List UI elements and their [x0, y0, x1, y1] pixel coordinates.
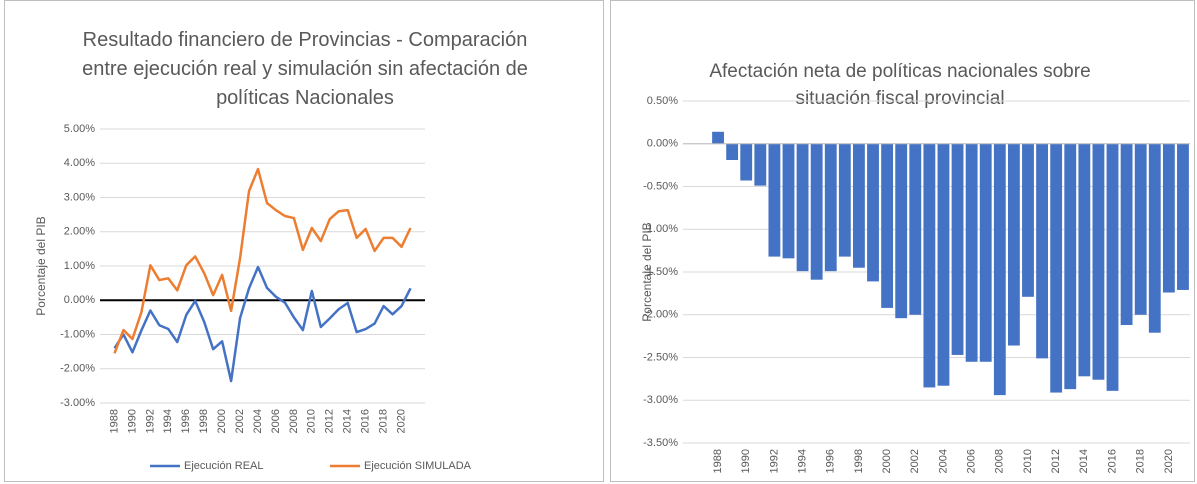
x-tick-label: 2012: [324, 409, 336, 433]
bar: [1092, 143, 1105, 380]
chart-title: Resultado financiero de Provincias - Com…: [82, 29, 528, 109]
bar: [853, 143, 865, 268]
bar: [1007, 143, 1020, 346]
y-tick-label: -1.00%: [60, 328, 95, 340]
x-tick-label: 2020: [1163, 449, 1175, 473]
x-tick-label: 2002: [909, 449, 921, 473]
bar: [1078, 143, 1091, 377]
y-tick-label: -3.00%: [643, 394, 678, 406]
x-tick-label: 2002: [234, 409, 246, 433]
x-tick-label: 2004: [252, 409, 264, 433]
bar: [796, 143, 809, 272]
y-tick-label: -2.00%: [643, 309, 678, 321]
bar: [951, 143, 964, 355]
x-tick-label: 1988: [712, 449, 724, 473]
x-tick-label: 2018: [378, 409, 390, 433]
x-tick-label: 2016: [360, 409, 372, 433]
x-tick-label: 2006: [270, 409, 282, 433]
x-tick-label: 1990: [126, 409, 138, 433]
x-tick-label: 2008: [994, 449, 1006, 473]
bar: [1064, 143, 1077, 390]
bar: [965, 143, 978, 362]
x-tick-label: 1992: [144, 409, 156, 433]
x-tick-label: 2000: [216, 409, 228, 433]
bar: [867, 143, 879, 282]
x-tick-label: 1992: [768, 449, 780, 473]
bar: [810, 143, 823, 280]
bar: [923, 143, 936, 388]
left-panel: [4, 0, 604, 482]
x-tick-label: 1998: [198, 409, 210, 433]
y-tick-label: -1.50%: [643, 266, 678, 278]
bar: [712, 131, 724, 144]
x-tick-label: 2016: [1106, 449, 1118, 473]
bar: [1177, 143, 1189, 290]
bar: [909, 143, 922, 315]
x-tick-label: 2008: [288, 409, 300, 433]
x-tick-label: 1994: [796, 449, 808, 473]
bar: [937, 143, 950, 386]
bar: [740, 143, 753, 181]
y-tick-label: 0.00%: [64, 294, 95, 306]
bar: [895, 143, 908, 319]
bar: [768, 143, 781, 257]
y-tick-label: 3.00%: [64, 191, 95, 203]
bar: [782, 143, 795, 259]
bar: [1134, 143, 1147, 315]
x-tick-label: 1998: [853, 449, 865, 473]
bar: [838, 143, 851, 257]
x-tick-label: 2004: [937, 449, 949, 473]
y-tick-label: -3.00%: [60, 397, 95, 409]
bar: [754, 143, 767, 186]
bar: [1022, 143, 1034, 297]
y-tick-label: -0.50%: [643, 180, 678, 192]
bar: [1036, 143, 1048, 359]
x-tick-label: 2012: [1050, 449, 1062, 473]
x-tick-label: 1988: [108, 409, 120, 433]
x-tick-label: 1996: [825, 449, 837, 473]
y-tick-label: 1.00%: [64, 260, 95, 272]
y-tick-label: -3.50%: [643, 437, 678, 449]
legend-label: Ejecución REAL: [184, 460, 264, 472]
bar: [881, 143, 894, 308]
y-axis-label: Porcentaje del PIB: [34, 216, 48, 315]
x-tick-label: 1996: [180, 409, 192, 433]
bar: [1148, 143, 1161, 333]
x-tick-label: 2006: [966, 449, 978, 473]
bar: [993, 143, 1006, 396]
chart-title: Afectación neta de políticas nacionales …: [709, 61, 1091, 109]
y-tick-label: -2.50%: [643, 351, 678, 363]
x-tick-label: 1994: [162, 409, 174, 433]
x-tick-label: 2020: [395, 409, 407, 433]
bar: [1050, 143, 1063, 393]
bar: [1162, 143, 1175, 293]
y-tick-label: 2.00%: [64, 226, 95, 238]
bar: [1106, 143, 1119, 391]
series-line: [113, 167, 412, 354]
x-tick-label: 2010: [1022, 449, 1034, 473]
bar: [1120, 143, 1133, 326]
y-tick-label: 0.50%: [647, 95, 678, 107]
y-tick-label: 0.00%: [647, 138, 678, 150]
y-axis-label: Porcentaje del PIB: [640, 222, 654, 321]
y-tick-label: 4.00%: [64, 157, 95, 169]
x-tick-label: 1990: [740, 449, 752, 473]
x-tick-label: 2014: [342, 409, 354, 433]
y-tick-label: -1.00%: [643, 223, 678, 235]
x-tick-label: 2018: [1135, 449, 1147, 473]
x-tick-label: 2000: [881, 449, 893, 473]
bar: [979, 143, 992, 362]
bar: [726, 143, 739, 160]
legend-label: Ejecución SIMULADA: [364, 460, 472, 472]
x-tick-label: 2010: [306, 409, 318, 433]
x-tick-label: 2014: [1078, 449, 1090, 473]
bar: [824, 143, 837, 272]
y-tick-label: -2.00%: [60, 363, 95, 375]
series-line: [113, 265, 412, 383]
y-tick-label: 5.00%: [64, 123, 95, 135]
